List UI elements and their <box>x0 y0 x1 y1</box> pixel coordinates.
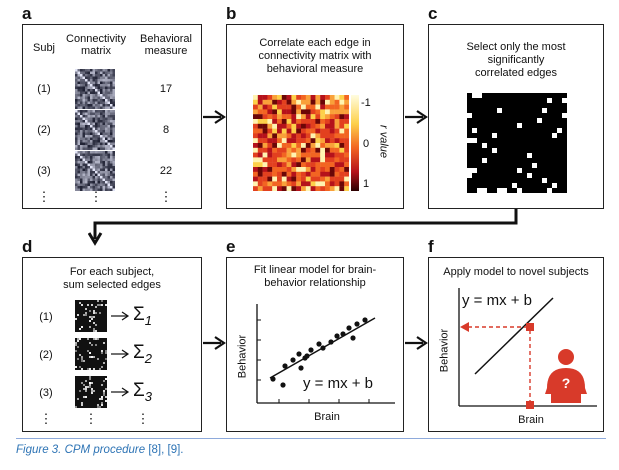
sum-1: Σ1 <box>133 304 173 328</box>
d-ellipsis-subj: ⋮ <box>39 411 53 426</box>
equation-e: y = mx + b <box>303 375 374 392</box>
matrix-header-1: Connectivity <box>66 33 126 45</box>
ylabel-e: Behavior <box>236 334 249 379</box>
panel-b-text-1: Correlate each edge in <box>259 37 371 49</box>
behavior-arrowhead <box>460 322 469 332</box>
correlation-heatmap <box>253 95 349 191</box>
panel-a: Subj Connectivity matrix Behavioral meas… <box>22 24 202 209</box>
panel-c: Select only the most significantly corre… <box>428 24 604 209</box>
connectivity-matrix-2 <box>75 110 115 150</box>
subj-label-1: (1) <box>37 83 51 95</box>
panel-f-text-1: Apply model to novel subjects <box>443 266 589 278</box>
panel-e: Fit linear model for brain- behavior rel… <box>226 257 404 432</box>
connectivity-matrix-1 <box>75 69 115 109</box>
sigma-subscript-2: 2 <box>144 351 152 366</box>
xlabel-f: Brain <box>518 414 544 426</box>
subj-label-2: (2) <box>37 124 51 136</box>
caption-text: Figure 3. CPM procedure <box>16 444 146 456</box>
panel-e-text-2: behavior relationship <box>264 277 366 289</box>
panel-d-letter: d <box>22 237 33 256</box>
colorbar-label: r value <box>377 124 390 159</box>
panel-b: Correlate each edge in connectivity matr… <box>226 24 404 209</box>
panel-a-letter: a <box>22 4 32 23</box>
subj-label-3: (3) <box>37 165 51 177</box>
model-line <box>474 297 554 375</box>
sigma-subscript-3: 3 <box>144 389 152 404</box>
d-ellipsis-matrix: ⋮ <box>84 411 98 426</box>
panel-e-text-1: Fit linear model for brain- <box>253 264 377 276</box>
colorbar-tick-1: 1 <box>363 178 370 190</box>
arrow-d-to-e <box>203 336 226 350</box>
ellipsis-measure: ⋮ <box>159 189 173 204</box>
measure-value-1: 17 <box>159 83 173 95</box>
equation-f: y = mx + b <box>462 292 533 309</box>
d-subj-label-2: (2) <box>39 349 53 361</box>
sum-2: Σ2 <box>133 342 173 366</box>
d-ellipsis-sum: ⋮ <box>136 411 150 426</box>
panel-f-letter: f <box>428 237 434 256</box>
d-subj-label-1: (1) <box>39 311 53 323</box>
person-icon <box>545 349 587 403</box>
sparse-matrix-1 <box>75 300 107 332</box>
panel-c-letter: c <box>428 4 438 23</box>
panel-c-text-2: significantly <box>487 54 545 66</box>
measure-value-3: 22 <box>159 165 173 177</box>
panel-f: Apply model to novel subjects y = mx + b… <box>428 257 604 432</box>
panel-c-text-3: correlated edges <box>475 67 557 79</box>
measure-value-2: 8 <box>162 124 170 136</box>
matrix-header-2: matrix <box>81 45 111 57</box>
sigma-symbol-3: Σ <box>133 380 145 401</box>
ellipsis-matrix: ⋮ <box>89 189 103 204</box>
figure-caption: Figure 3. CPM procedure [8], [9]. <box>16 444 183 456</box>
panel-b-text-3: behavioral measure <box>266 63 364 75</box>
subj-header: Subj <box>32 42 56 54</box>
panel-b-letter: b <box>226 4 237 23</box>
sum-arrow-3 <box>111 387 130 397</box>
panel-b-text-2: connectivity matrix with <box>258 50 372 62</box>
selected-edges-mask <box>467 93 567 193</box>
sparse-matrix-3 <box>75 376 107 408</box>
brain-point <box>526 401 534 409</box>
sigma-symbol-1: Σ <box>133 304 145 325</box>
arrow-e-to-f <box>405 336 428 350</box>
colorbar <box>351 95 359 191</box>
panel-c-text-1: Select only the most <box>466 41 566 53</box>
arrow-c-to-d <box>88 209 518 246</box>
sum-arrow-1 <box>111 311 130 321</box>
colorbar-tick-neg1: -1 <box>361 97 371 109</box>
regression-plot <box>256 304 395 404</box>
sum-3: Σ3 <box>133 380 173 404</box>
prediction-point <box>526 323 534 331</box>
arrow-b-to-c <box>405 110 428 124</box>
measure-header-1: Behavioral <box>140 33 192 45</box>
measure-header-2: measure <box>144 45 188 57</box>
panel-e-letter: e <box>226 237 236 256</box>
prediction-plot <box>458 288 597 409</box>
caption-rule <box>16 438 606 439</box>
sparse-matrix-2 <box>75 338 107 370</box>
scatter-points <box>270 317 368 388</box>
panel-d: For each subject, sum selected edges (1)… <box>22 257 202 432</box>
caption-refs: [8], [9]. <box>145 444 184 456</box>
sigma-symbol-2: Σ <box>133 342 145 363</box>
sigma-subscript-1: 1 <box>144 313 152 328</box>
ylabel-f: Behavior <box>438 328 451 373</box>
person-question-mark: ? <box>561 375 571 391</box>
sum-arrow-2 <box>111 349 130 359</box>
arrow-a-to-b <box>203 110 226 124</box>
xlabel-e: Brain <box>314 411 340 423</box>
panel-d-text-2: sum selected edges <box>63 279 161 291</box>
ellipsis-subj: ⋮ <box>37 189 51 204</box>
panel-d-text-1: For each subject, <box>69 266 155 278</box>
connectivity-matrix-3 <box>75 151 115 191</box>
d-subj-label-3: (3) <box>39 387 53 399</box>
colorbar-tick-0: 0 <box>363 138 370 150</box>
